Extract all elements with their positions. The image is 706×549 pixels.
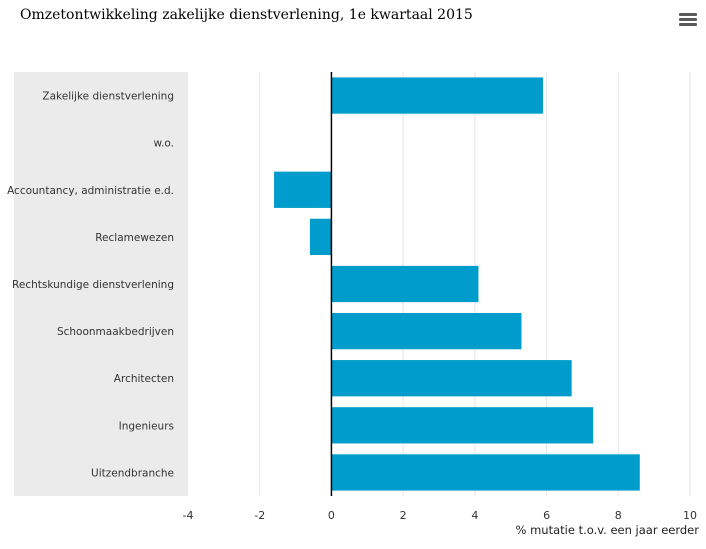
bar [274, 171, 332, 208]
x-tick-label: 6 [543, 509, 550, 522]
x-axis-title: % mutatie t.o.v. een jaar eerder [515, 523, 700, 537]
x-tick-label: 10 [683, 509, 697, 522]
category-label: Reclamewezen [95, 232, 174, 244]
category-label: w.o. [153, 138, 174, 150]
bar [331, 454, 640, 491]
x-tick-label: -2 [254, 509, 265, 522]
chart-title: Omzetontwikkeling zakelijke dienstverlen… [20, 7, 473, 23]
bar [331, 360, 572, 397]
category-label: Uitzendbranche [91, 467, 174, 479]
category-label: Schoonmaakbedrijven [57, 326, 174, 338]
bar [309, 218, 332, 256]
x-tick-label: 4 [471, 509, 478, 522]
bar [331, 407, 594, 444]
category-label: Rechtskundige dienstverlening [12, 279, 174, 291]
x-tick-label: -4 [183, 509, 194, 522]
category-label: Architecten [114, 373, 174, 385]
x-tick-label: 0 [328, 509, 335, 522]
hamburger-menu-icon[interactable] [679, 13, 697, 27]
bar [331, 265, 479, 303]
x-tick-label: 2 [400, 509, 407, 522]
x-tick-label: 8 [615, 509, 622, 522]
category-label: Ingenieurs [119, 420, 174, 432]
bar [331, 77, 543, 114]
category-label: Zakelijke dienstverlening [42, 91, 174, 103]
category-label-band [14, 72, 188, 496]
category-label: Accountancy, administratie e.d. [7, 185, 174, 197]
bar [331, 312, 522, 350]
